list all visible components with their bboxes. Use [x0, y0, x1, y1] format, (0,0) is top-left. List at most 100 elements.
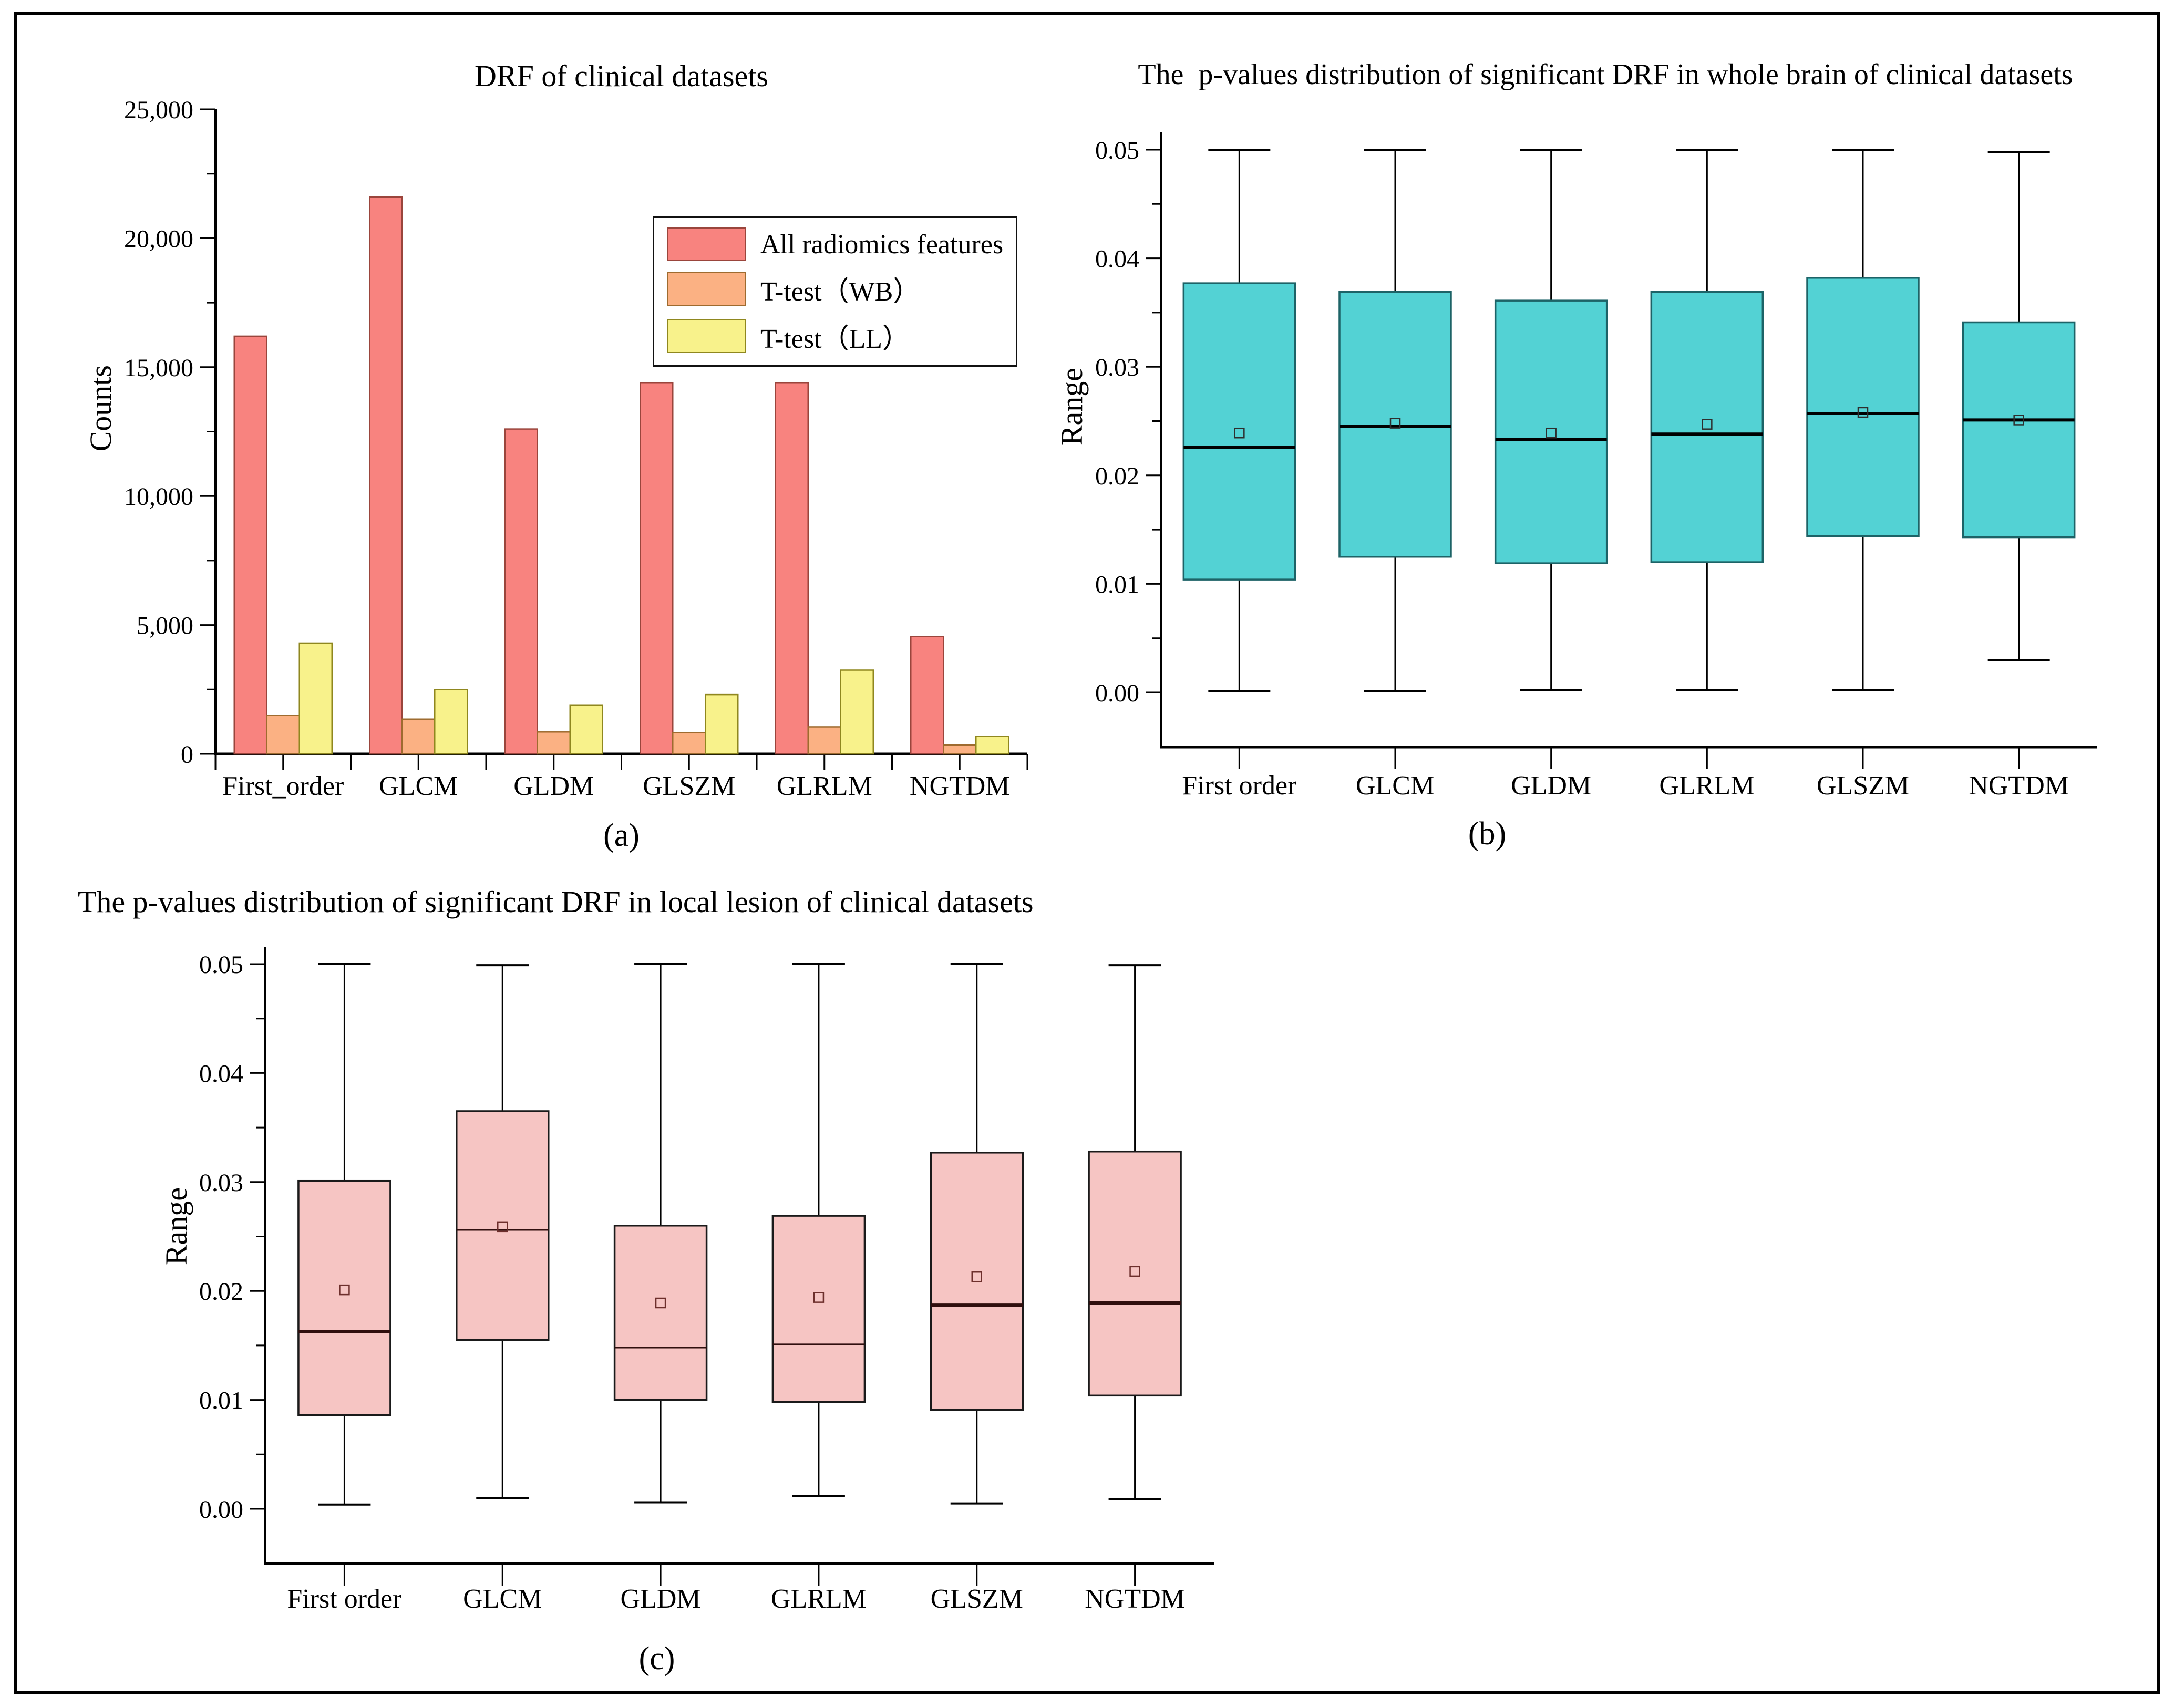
bar-all-NGTDM: [910, 636, 944, 755]
legend-swatch-all-radiomics: [667, 227, 746, 261]
bar-all-GLRLM: [775, 381, 809, 755]
box-GLRLM: [1650, 291, 1764, 563]
x-category-label: GLDM: [1511, 771, 1591, 801]
y-tick-label: 0.02: [1095, 462, 1139, 490]
mean-marker-GLSZM: [971, 1271, 982, 1282]
bar-wb-First_order: [266, 715, 300, 755]
x-category-label: NGTDM: [1085, 1584, 1185, 1614]
y-tick-label: 0.05: [199, 951, 243, 979]
x-category-label: GLRLM: [1659, 771, 1755, 801]
mean-marker-GLSZM: [1857, 407, 1869, 418]
x-category-label: NGTDM: [1969, 771, 2069, 801]
panel-box-whole-brain: The p-values distribution of significant…: [1040, 32, 2170, 888]
panel-bar-chart: DRF of clinical datasets Counts 0 5,000 10…: [63, 32, 1051, 862]
x-category-label: NGTDM: [910, 771, 1010, 801]
x-category-label: GLSZM: [643, 771, 735, 801]
box-NGTDM: [1962, 321, 2076, 539]
x-category-label: GLDM: [621, 1584, 701, 1614]
y-tick-label: 0.04: [199, 1060, 243, 1088]
bar-wb-GLCM: [401, 718, 436, 755]
x-category-label: GLSZM: [1817, 771, 1909, 801]
panel-box-local-lesion: The p-values distribution of significant…: [63, 872, 1314, 1707]
y-tick-label: 0.00: [199, 1496, 243, 1524]
x-category-label: GLCM: [379, 771, 458, 801]
legend-label-ttest-ll: T-test（LL）: [760, 324, 910, 354]
legend-label-all-radiomics: All radiomics features: [760, 229, 1004, 260]
y-tick-label: 0.01: [199, 1387, 243, 1415]
y-tick-label: 0.04: [1095, 245, 1139, 273]
bar-all-First_order: [233, 335, 267, 755]
figure-border: [14, 12, 2160, 1694]
y-tick-label: 0.00: [1095, 679, 1139, 707]
panel-label-b: (b): [1468, 816, 1507, 852]
mean-marker-First order: [1234, 427, 1245, 439]
x-category-label: GLDM: [513, 771, 594, 801]
y-tick-label: 0.05: [1095, 137, 1139, 164]
box-GLRLM: [771, 1215, 866, 1403]
bar-wb-NGTDM: [943, 744, 977, 755]
legend-box: All radiomics features T-test（WB） T-test…: [653, 216, 1018, 367]
box-wb-plot: 0.00 0.01 0.02 0.03 0.04 0.05 First order GLCM G…: [1095, 132, 2097, 801]
box-ll-plot: 0.00 0.01 0.02 0.03 0.04 0.05 First order GLCM G…: [199, 947, 1214, 1614]
mean-marker-GLDM: [1546, 427, 1557, 439]
bar-ll-GLSZM: [705, 693, 739, 755]
y-tick-label: 5,000: [137, 612, 193, 640]
bar-wb-GLSZM: [672, 732, 706, 755]
mean-marker-GLCM: [497, 1221, 508, 1233]
box-GLSZM: [1806, 277, 1920, 537]
bar-ll-GLCM: [434, 689, 468, 755]
y-tick-label: 0: [181, 741, 193, 769]
y-tick-label: 25,000: [124, 96, 193, 124]
box-GLDM: [1494, 299, 1608, 564]
box-ll-title: The p-values distribution of significant…: [78, 885, 1034, 919]
box-GLDM: [613, 1225, 708, 1401]
x-category-label: GLSZM: [931, 1584, 1023, 1614]
x-category-label: First_order: [222, 771, 344, 801]
mean-marker-First order: [339, 1284, 350, 1296]
bar-ll-GLDM: [569, 704, 603, 755]
box-GLCM: [456, 1110, 550, 1341]
box-GLCM: [1338, 291, 1452, 558]
box-First order: [1182, 282, 1296, 581]
legend-entry-ttest-ll: T-test（LL）: [667, 316, 1003, 356]
bar-ll-NGTDM: [975, 736, 1009, 755]
bar-all-GLSZM: [640, 381, 674, 755]
bar-all-GLDM: [504, 428, 538, 755]
x-category-label: GLCM: [1356, 771, 1435, 801]
mean-marker-NGTDM: [2013, 415, 2024, 426]
x-category-label: GLRLM: [777, 771, 872, 801]
bar-wb-GLDM: [537, 731, 571, 755]
legend-entry-ttest-wb: T-test（WB）: [667, 269, 1003, 308]
bar-ll-GLRLM: [840, 669, 874, 755]
legend-swatch-ttest-wb: [667, 272, 746, 306]
mean-marker-GLRLM: [1702, 419, 1713, 430]
mean-marker-GLRLM: [813, 1292, 825, 1303]
y-tick-label: 10,000: [124, 483, 193, 511]
box-NGTDM: [1088, 1150, 1182, 1397]
x-category-label: GLCM: [463, 1584, 542, 1614]
legend-entry-all: All radiomics features: [667, 227, 1003, 261]
mean-marker-GLCM: [1389, 418, 1401, 429]
y-tick-label: 15,000: [124, 354, 193, 382]
panel-label-c: (c): [638, 1641, 675, 1676]
bar-chart-title: DRF of clinical datasets: [475, 59, 768, 93]
y-tick-label: 0.03: [1095, 354, 1139, 381]
mean-marker-NGTDM: [1129, 1266, 1140, 1277]
x-category-label: GLRLM: [771, 1584, 867, 1614]
legend-swatch-ttest-ll: [667, 319, 746, 353]
bar-all-GLCM: [369, 196, 403, 755]
x-category-label: First order: [287, 1584, 401, 1614]
y-tick-label: 0.02: [199, 1278, 243, 1306]
bar-chart-plot: 0 5,000 10,000 15,000 20,000 25,000 First_orde…: [124, 96, 1028, 801]
mean-marker-GLDM: [655, 1297, 666, 1309]
y-tick-label: 0.01: [1095, 571, 1139, 598]
box-wb-title: The p-values distribution of significant…: [1138, 58, 2073, 91]
y-tick-label: 20,000: [124, 225, 193, 253]
box-First order: [297, 1179, 391, 1416]
y-tick-label: 0.03: [199, 1169, 243, 1197]
legend-label-ttest-wb: T-test（WB）: [760, 277, 921, 307]
bar-wb-GLRLM: [807, 726, 841, 755]
bar-ll-First_order: [298, 642, 333, 755]
panel-label-a: (a): [603, 817, 640, 853]
